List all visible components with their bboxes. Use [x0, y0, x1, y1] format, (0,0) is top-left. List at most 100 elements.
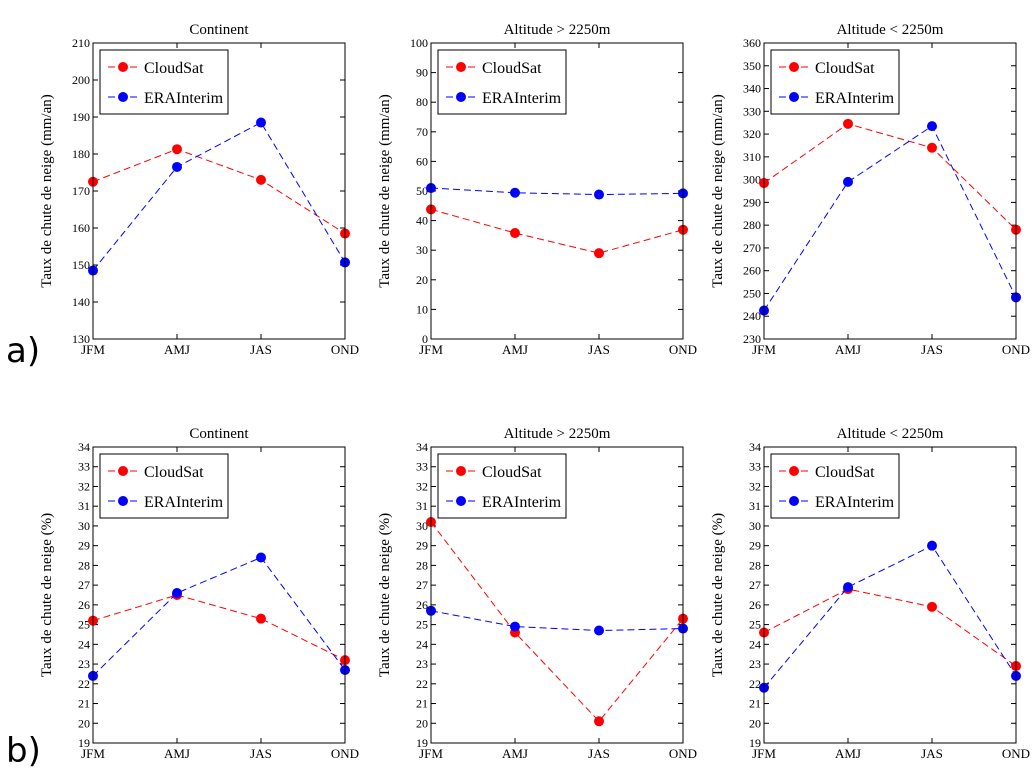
y-tick-label: 90 [416, 66, 428, 80]
legend-label-erainterim: ERAInterim [144, 494, 224, 511]
data-point-cloudsat [510, 228, 520, 239]
legend-box [770, 453, 900, 519]
y-tick-label: 24 [78, 637, 90, 651]
x-tick-label: AMJ [835, 746, 861, 761]
data-point-cloudsat [256, 174, 266, 185]
y-tick-label: 34 [78, 440, 90, 454]
legend-label-cloudsat: CloudSat [482, 60, 542, 77]
chart-title: Continent [189, 426, 249, 442]
legend-marker-cloudsat [456, 62, 466, 72]
y-tick-label: 19 [78, 736, 90, 750]
x-tick-label: OND [669, 746, 697, 761]
y-tick-label: 300 [743, 173, 761, 187]
chart-title: Altitude < 2250m [837, 22, 944, 38]
y-tick-label: 29 [749, 539, 761, 553]
y-tick-label: 33 [78, 460, 90, 474]
x-tick-label: JAS [588, 342, 610, 357]
y-tick-label: 21 [416, 697, 428, 711]
chart-panel-5: Altitude > 2250m Taux de chute de neige (… [377, 426, 697, 761]
legend-label-erainterim: ERAInterim [144, 90, 224, 107]
y-tick-label: 360 [743, 36, 761, 50]
legend-marker-cloudsat [789, 62, 799, 72]
data-point-erainterim [927, 121, 937, 132]
data-point-cloudsat [594, 716, 604, 727]
y-tick-label: 230 [743, 332, 761, 346]
series-line-erainterim [763, 125, 1017, 311]
series-line-cloudsat [92, 594, 346, 661]
legend-marker-erainterim [456, 496, 466, 506]
y-tick-label: 25 [78, 618, 90, 632]
chart-title: Altitude > 2250m [504, 426, 611, 442]
y-tick-label: 29 [416, 539, 428, 553]
y-tick-label: 10 [416, 302, 428, 316]
y-tick-label: 320 [743, 127, 761, 141]
y-tick-label: 40 [416, 214, 428, 228]
y-tick-label: 31 [416, 499, 428, 513]
series-line-cloudsat [763, 588, 1017, 667]
y-tick-label: 70 [416, 125, 428, 139]
legend-label-erainterim: ERAInterim [815, 90, 895, 107]
legend-label-erainterim: ERAInterim [815, 494, 895, 511]
series-line-erainterim [430, 187, 684, 196]
plot-frame [92, 446, 346, 744]
y-tick-label: 20 [416, 716, 428, 730]
y-tick-label: 31 [749, 499, 761, 513]
data-point-cloudsat [843, 118, 853, 129]
data-point-erainterim [927, 540, 937, 551]
legend-box [770, 49, 900, 115]
series-line-erainterim [92, 121, 346, 271]
series-line-erainterim [763, 545, 1017, 689]
series-line-cloudsat [763, 123, 1017, 231]
data-point-erainterim [172, 588, 182, 599]
y-tick-label: 27 [416, 578, 428, 592]
y-tick-label: 23 [416, 657, 428, 671]
x-tick-label: JAS [250, 746, 272, 761]
y-tick-label: 0 [422, 332, 428, 346]
x-tick-label: JFM [419, 746, 443, 761]
y-tick-label: 210 [72, 36, 90, 50]
x-tick-label: AMJ [164, 746, 190, 761]
legend-marker-erainterim [789, 92, 799, 102]
chart-title: Altitude > 2250m [504, 22, 611, 38]
y-axis-label: Taux de chute de neige (mm/an) [710, 94, 726, 287]
y-tick-label: 23 [78, 657, 90, 671]
y-tick-label: 20 [416, 273, 428, 287]
data-point-erainterim [843, 582, 853, 593]
legend-box [437, 453, 567, 519]
y-tick-label: 26 [416, 598, 428, 612]
y-axis-label: Taux de chute de neige (%) [710, 513, 726, 677]
data-point-cloudsat [594, 248, 604, 259]
data-point-erainterim [256, 117, 266, 128]
chart-title: Continent [189, 22, 249, 38]
plot-frame [92, 42, 346, 340]
legend: CloudSat ERAInterim [437, 453, 567, 519]
y-tick-label: 33 [749, 460, 761, 474]
legend-label-cloudsat: CloudSat [815, 464, 875, 481]
y-tick-label: 24 [416, 637, 428, 651]
data-point-cloudsat [927, 601, 937, 612]
y-tick-label: 28 [78, 558, 90, 572]
y-tick-label: 32 [78, 479, 90, 493]
x-tick-label: OND [669, 342, 697, 357]
y-tick-label: 28 [749, 558, 761, 572]
data-point-cloudsat [256, 613, 266, 624]
data-point-erainterim [510, 187, 520, 198]
y-tick-label: 22 [78, 677, 90, 691]
x-tick-label: JFM [81, 342, 105, 357]
y-tick-label: 50 [416, 184, 428, 198]
legend: CloudSat ERAInterim [99, 49, 229, 115]
y-tick-label: 140 [72, 295, 90, 309]
y-tick-label: 30 [749, 519, 761, 533]
legend-marker-erainterim [118, 496, 128, 506]
row-label-a: a) [6, 331, 40, 371]
x-tick-label: JAS [921, 342, 943, 357]
y-tick-label: 20 [78, 716, 90, 730]
x-tick-label: AMJ [164, 342, 190, 357]
data-point-erainterim [256, 552, 266, 563]
y-tick-label: 60 [416, 154, 428, 168]
legend: CloudSat ERAInterim [770, 49, 900, 115]
y-axis-label: Taux de chute de neige (mm/an) [39, 94, 55, 287]
y-axis-label: Taux de chute de neige (%) [377, 513, 393, 677]
data-point-erainterim [172, 161, 182, 172]
